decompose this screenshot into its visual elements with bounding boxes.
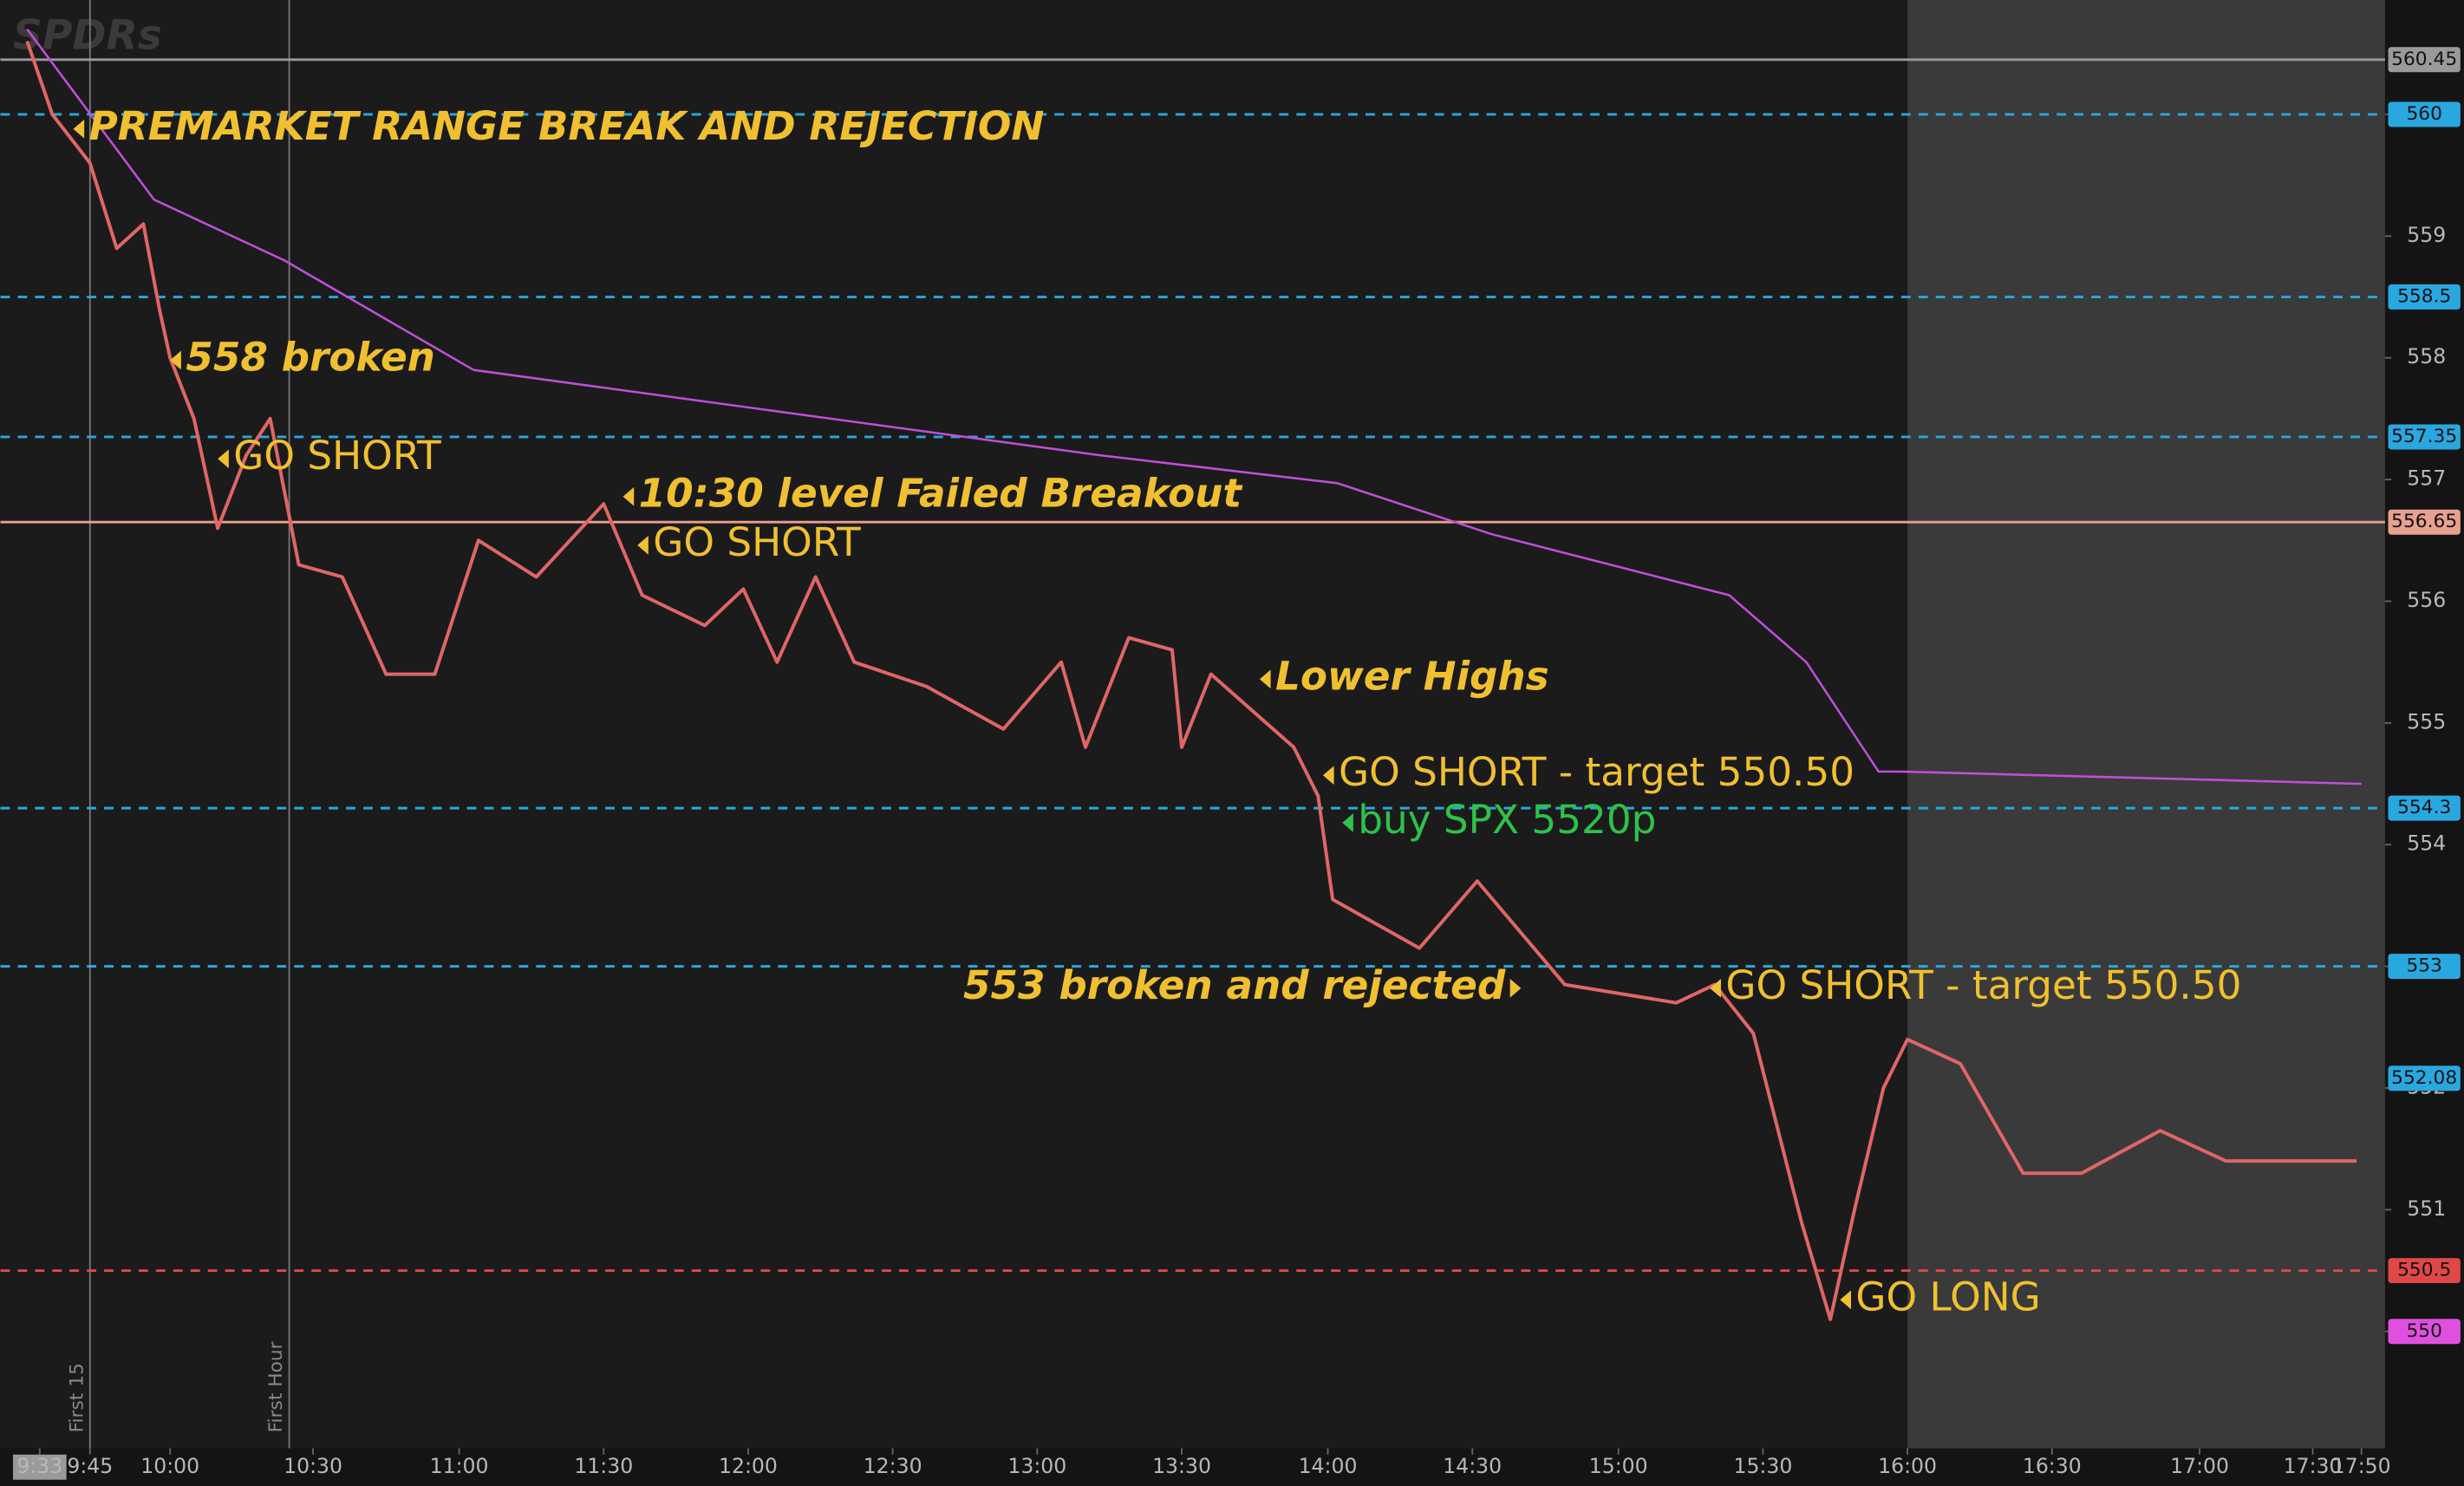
x-tick-label: 16:30 [2023,1454,2082,1478]
level-badge [2388,954,2461,980]
y-tick-label: 558 [2407,344,2446,368]
x-tick-label: 9:45 [67,1454,113,1478]
x-tick-label: 12:00 [719,1454,778,1478]
price-line [25,41,2357,1321]
y-tick-label: 554 [2407,831,2446,856]
y-tick-label: 551 [2407,1196,2446,1221]
x-tick-label: 17:50 [2332,1454,2391,1478]
watermark: SPDRs [13,11,162,59]
annotation: Lower Highs [1275,653,1549,699]
x-tick-label: 11:00 [430,1454,489,1478]
annotation-arrow [1509,979,1522,998]
annotation: GO SHORT - target 550.50 [1725,962,2241,1008]
level-badge [2388,1258,2461,1284]
x-tick-label: 14:00 [1299,1454,1358,1478]
level-badge-label: 553 [2406,955,2441,977]
annotation: GO SHORT [653,519,861,565]
x-tick-label: 17:30 [2284,1454,2343,1478]
annotation: 553 broken and rejected [963,962,1506,1008]
y-tick-label: 557 [2407,466,2446,491]
level-badge [2388,509,2461,535]
x-tick-label: 12:30 [864,1454,922,1478]
x-tick-label: 17:00 [2170,1454,2229,1478]
x-tick-label: 9:33 [16,1454,62,1478]
y-tick-label: 559 [2407,223,2446,247]
marker-label: First Hour [265,1341,287,1432]
annotation: GO SHORT [233,433,441,479]
y-tick-label: 556 [2407,588,2446,612]
marker-label: First 15 [66,1363,88,1432]
annotation-arrow [623,486,635,506]
annotation-arrow [1259,669,1271,689]
level-badge [2388,1066,2461,1092]
annotation-arrow [1342,813,1353,832]
level-badge-label: 558.5 [2397,286,2451,308]
annotation-arrow [1710,979,1721,998]
level-badge [2388,47,2461,73]
after-hours-shade [1907,0,2385,1449]
level-badge-label: 556.65 [2391,511,2457,532]
level-badge-label: 550.5 [2397,1260,2451,1281]
annotation: 558 broken [186,335,435,381]
level-badge-label: 552.08 [2391,1067,2457,1089]
annotation: buy SPX 5520p [1358,797,1656,843]
y-tick-label: 555 [2407,709,2446,733]
annotation: GO LONG [1855,1274,2040,1320]
x-tick-label: 11:30 [574,1454,633,1478]
level-badge [2388,1319,2461,1345]
price-axis-panel [2384,0,2464,1486]
level-badge-label: 554.3 [2397,797,2451,818]
annotation: PREMARKET RANGE BREAK AND REJECTION [89,103,1045,149]
x-tick-label: 10:30 [284,1454,342,1478]
annotation-arrow [637,536,649,555]
level-badge [2388,424,2461,450]
annotation-arrow [218,449,229,469]
x-tick-label: 16:00 [1878,1454,1937,1478]
annotation: GO SHORT - target 550.50 [1339,749,1855,795]
level-badge [2388,284,2461,310]
level-badge-label: 560 [2406,103,2441,125]
annotation-arrow [73,119,85,139]
x-tick-label: 13:30 [1152,1454,1211,1478]
cursor-time-badge [13,1454,67,1480]
x-tick-label: 13:00 [1007,1454,1066,1478]
level-badge-label: 560.45 [2391,49,2457,70]
annotation: 10:30 level Failed Breakout [639,471,1244,517]
time-axis-panel [0,1448,2464,1486]
level-badge [2388,795,2461,821]
x-tick-label: 10:00 [140,1454,199,1478]
x-tick-label: 15:00 [1589,1454,1648,1478]
level-badge [2388,101,2461,127]
x-tick-label: 15:30 [1733,1454,1792,1478]
level-badge-label: 550 [2406,1320,2441,1342]
annotation-arrow [1322,766,1334,785]
x-tick-label: 14:30 [1443,1454,1502,1478]
vwap-line [26,28,2362,785]
annotation-arrow [1840,1290,1851,1310]
level-badge-label: 557.35 [2391,426,2457,447]
annotation-arrow [170,350,181,370]
